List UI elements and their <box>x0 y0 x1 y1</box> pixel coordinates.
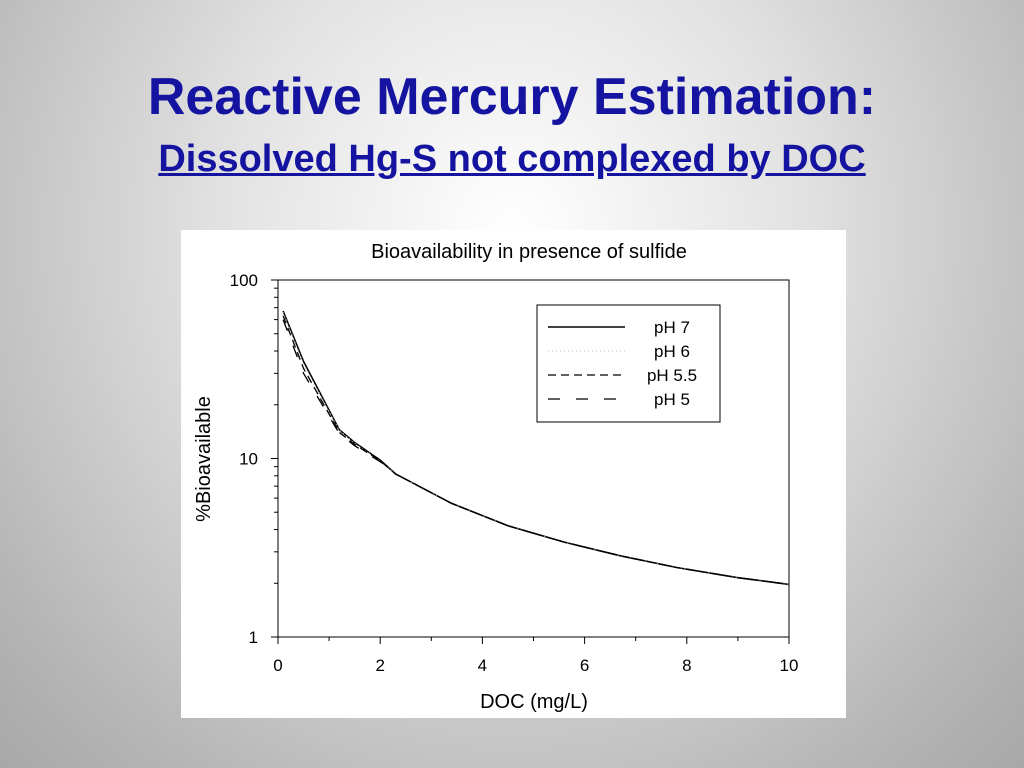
series-lines <box>282 310 790 586</box>
x-tick-label: 0 <box>273 656 282 675</box>
legend-label: pH 6 <box>654 342 690 361</box>
slide-title: Reactive Mercury Estimation: <box>147 68 877 126</box>
x-tick-label: 8 <box>682 656 691 675</box>
x-tick-label: 6 <box>580 656 589 675</box>
legend-label: pH 7 <box>654 318 690 337</box>
x-tick-label: 4 <box>478 656 487 675</box>
legend-label: pH 5 <box>654 390 690 409</box>
x-axis-label: DOC (mg/L) <box>480 691 588 713</box>
x-tick-label: 10 <box>780 656 799 675</box>
legend-label: pH 5.5 <box>647 366 697 385</box>
line-chart: Bioavailability in presence of sulfide 0… <box>193 241 799 713</box>
chart-panel: Bioavailability in presence of sulfide 0… <box>181 230 846 718</box>
legend-box <box>536 304 721 423</box>
y-tick-label: 100 <box>230 271 258 290</box>
y-axis-label: %Bioavailable <box>193 396 215 522</box>
slide-subtitle: Dissolved Hg-S not complexed by DOC <box>158 138 866 180</box>
legend: pH 7 pH 6 pH 5.5 pH 5 <box>536 304 721 423</box>
y-tick-label: 10 <box>239 450 258 469</box>
x-tick-label: 2 <box>375 656 384 675</box>
axes: 0 2 4 6 8 10 1 10 100 <box>230 271 799 675</box>
chart-title: Bioavailability in presence of sulfide <box>371 241 687 263</box>
y-tick-label: 1 <box>249 628 258 647</box>
series-line-3 <box>282 319 790 586</box>
